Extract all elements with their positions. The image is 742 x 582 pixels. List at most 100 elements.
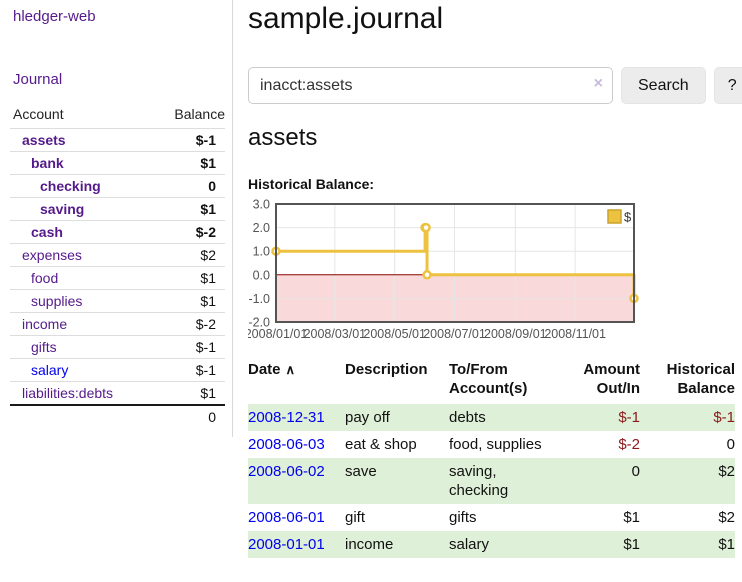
transaction-date-link[interactable]: 2008-06-03 <box>248 436 325 453</box>
transaction-date-link[interactable]: 2008-06-01 <box>248 509 325 526</box>
page-title: sample.journal <box>248 2 444 35</box>
transaction-row: 2008-06-01 gift gifts $1 $2 <box>248 504 735 531</box>
account-column-header: Account <box>13 106 64 122</box>
clear-search-icon[interactable]: × <box>593 75 603 92</box>
transaction-date-cell: 2008-06-03 <box>248 431 345 458</box>
account-link-assets[interactable]: assets <box>22 132 66 148</box>
transaction-date-link[interactable]: 2008-12-31 <box>248 409 325 426</box>
transaction-balance-cell: $-1 <box>713 409 735 426</box>
account-link-gifts[interactable]: gifts <box>31 339 57 355</box>
account-row: bank $1 <box>10 151 225 175</box>
legend-label: $ <box>624 210 632 225</box>
account-row: salary $-1 <box>10 358 225 382</box>
date-column-header[interactable]: Date ∧ <box>248 361 296 378</box>
account-balance: $-1 <box>195 132 216 148</box>
x-tick-label: 2008/07/01 <box>423 327 486 341</box>
y-tick-label: -2.0 <box>248 316 270 330</box>
account-link-saving[interactable]: saving <box>40 201 85 217</box>
transaction-date-link[interactable]: 2008-01-01 <box>248 536 325 553</box>
accounts-total-balance: 0 <box>208 409 216 425</box>
transaction-balance-cell: $1 <box>718 536 735 553</box>
x-tick-label: 2008/01/01 <box>248 327 307 341</box>
transaction-accounts-cell: food, supplies <box>449 436 542 453</box>
account-balance: $-1 <box>195 362 216 378</box>
accounts-table: Account Balance assets $-1 bank $1 checking 0… <box>10 102 225 428</box>
transaction-date-cell: 2008-06-01 <box>248 504 345 531</box>
account-row: food $1 <box>10 266 225 290</box>
balance-column-header: Balance <box>174 106 225 122</box>
account-balance: $-2 <box>195 316 216 332</box>
x-tick-label: 2008/05/01 <box>363 327 426 341</box>
account-row: assets $-1 <box>10 128 225 152</box>
account-link-cash[interactable]: cash <box>31 224 63 240</box>
account-heading: assets <box>248 124 318 151</box>
account-balance: $1 <box>200 201 216 217</box>
transaction-description-cell: income <box>345 536 394 553</box>
account-balance: $1 <box>200 293 216 309</box>
account-balance: $1 <box>200 270 216 286</box>
search-input-wrap: × <box>248 67 613 104</box>
data-point <box>422 270 432 280</box>
account-row: checking 0 <box>10 174 225 198</box>
account-balance: $-1 <box>195 339 216 355</box>
transaction-row: 2008-06-03 eat & shop food, supplies $-2 0 <box>248 431 735 458</box>
search-input[interactable] <box>248 67 613 104</box>
account-link-bank[interactable]: bank <box>31 155 64 171</box>
account-link-liabilities-debts[interactable]: liabilities:debts <box>22 385 114 401</box>
account-balance: $2 <box>200 247 216 263</box>
transaction-accounts-cell: saving, checking <box>449 463 509 499</box>
account-row: gifts $-1 <box>10 335 225 359</box>
account-link-expenses[interactable]: expenses <box>22 247 82 263</box>
account-link-supplies[interactable]: supplies <box>31 293 83 309</box>
transaction-balance-cell: $2 <box>718 509 735 526</box>
amount-column-header: Amount Out/In <box>583 361 640 397</box>
account-link-checking[interactable]: checking <box>40 178 101 194</box>
sidebar-item-journal[interactable]: Journal <box>13 71 63 88</box>
register-table: Date ∧ Description To/From Account(s) Amo… <box>248 360 735 558</box>
transaction-row: 2008-01-01 income salary $1 $1 <box>248 531 735 558</box>
transaction-date-link[interactable]: 2008-06-02 <box>248 463 325 480</box>
y-tick-label: -1.0 <box>248 292 270 306</box>
help-button[interactable]: ? <box>713 67 742 104</box>
x-tick-label: 2008/03/01 <box>304 327 367 341</box>
transaction-accounts-cell: gifts <box>449 509 477 526</box>
search-button[interactable]: Search <box>621 67 706 104</box>
accounts-table-body: assets $-1 bank $1 checking 0 saving $1 cash $-2 e… <box>10 128 225 406</box>
accounts-total-spacer <box>10 405 151 428</box>
transaction-amount-cell: $-1 <box>618 409 640 426</box>
account-row: supplies $1 <box>10 289 225 313</box>
legend-swatch <box>607 209 622 224</box>
transaction-amount-cell: $1 <box>623 536 640 553</box>
account-row: expenses $2 <box>10 243 225 267</box>
account-row: income $-2 <box>10 312 225 336</box>
data-point <box>421 222 431 233</box>
account-row: liabilities:debts $1 <box>10 381 225 406</box>
accounts-total-row: 0 <box>10 405 225 428</box>
transaction-description-cell: save <box>345 463 377 480</box>
account-row: cash $-2 <box>10 220 225 244</box>
balance-column-header-main: Historical Balance <box>666 361 735 397</box>
transaction-amount-cell: $-2 <box>618 436 640 453</box>
account-link-food[interactable]: food <box>31 270 59 286</box>
x-tick-label: 2008/09/01 <box>484 327 547 341</box>
account-balance: 0 <box>208 178 216 194</box>
transaction-row: 2008-06-02 save saving, checking 0 $2 <box>248 458 735 504</box>
transaction-accounts-cell: debts <box>449 409 486 426</box>
x-tick-label: 2008/11/01 <box>544 327 606 341</box>
register-table-body: 2008-12-31 pay off debts $-1 $-1 2008-06-03 ea… <box>248 404 735 558</box>
app-title-link[interactable]: hledger-web <box>13 8 96 25</box>
y-tick-label: 1.0 <box>253 245 270 259</box>
transaction-balance-cell: 0 <box>726 436 735 453</box>
account-link-salary[interactable]: salary <box>31 362 69 378</box>
account-link-income[interactable]: income <box>22 316 68 332</box>
plot-border <box>275 203 635 323</box>
account-balance: $-2 <box>195 224 216 240</box>
y-tick-label: 0.0 <box>253 268 270 282</box>
transaction-balance-cell: $2 <box>718 463 735 480</box>
transaction-date-cell: 2008-12-31 <box>248 404 345 431</box>
chart-svg: 3.0 2.0 1.0 0.0 -1.0 -2.02008/01/012008/03/01… <box>245 198 639 341</box>
transaction-description-cell: pay off <box>345 409 390 426</box>
account-balance: $1 <box>200 155 216 171</box>
transaction-amount-cell: $1 <box>623 509 640 526</box>
chart-title: Historical Balance: <box>248 176 375 192</box>
